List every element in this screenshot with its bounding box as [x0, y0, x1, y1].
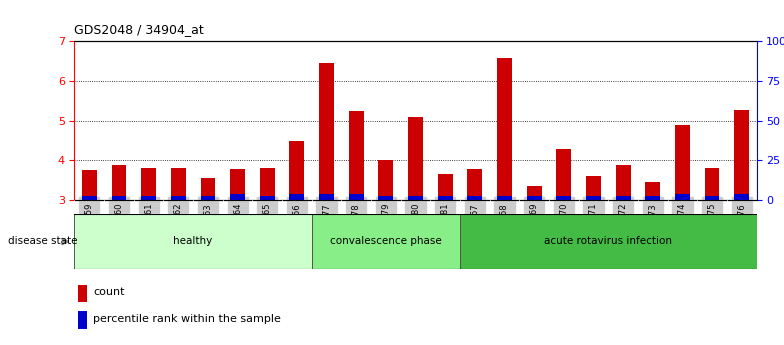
Bar	[171, 168, 186, 200]
Bar	[497, 196, 512, 200]
Bar	[171, 196, 186, 200]
Bar	[379, 196, 394, 200]
Bar	[735, 110, 750, 200]
Bar	[349, 111, 364, 200]
Bar	[289, 194, 304, 200]
Bar	[557, 196, 572, 200]
Text: convalescence phase: convalescence phase	[330, 237, 441, 246]
Bar	[260, 168, 274, 200]
Bar	[586, 196, 601, 200]
Bar	[141, 168, 156, 200]
Bar	[437, 196, 452, 200]
FancyBboxPatch shape	[312, 214, 460, 269]
Bar	[615, 196, 630, 200]
Text: GDS2048 / 34904_at: GDS2048 / 34904_at	[74, 23, 204, 36]
Bar	[82, 170, 96, 200]
Text: count: count	[93, 287, 125, 297]
Bar	[557, 148, 572, 200]
Bar	[201, 178, 216, 200]
Bar	[705, 168, 720, 200]
Bar	[408, 196, 423, 200]
Bar	[319, 63, 334, 200]
Text: healthy: healthy	[173, 237, 212, 246]
Bar	[78, 285, 87, 302]
Bar	[735, 194, 750, 200]
Bar	[645, 196, 660, 200]
Bar	[675, 125, 690, 200]
Bar	[586, 176, 601, 200]
Bar	[201, 196, 216, 200]
Bar	[497, 58, 512, 200]
FancyBboxPatch shape	[74, 214, 312, 269]
Bar	[467, 196, 482, 200]
Bar	[615, 165, 630, 200]
Bar	[78, 311, 87, 329]
Bar	[645, 182, 660, 200]
Bar	[230, 194, 245, 200]
Bar	[349, 194, 364, 200]
FancyBboxPatch shape	[460, 214, 757, 269]
Bar	[527, 186, 542, 200]
Bar	[260, 196, 274, 200]
Bar	[467, 169, 482, 200]
Bar	[111, 196, 126, 200]
Bar	[289, 141, 304, 200]
Bar	[379, 160, 394, 200]
Text: percentile rank within the sample: percentile rank within the sample	[93, 314, 281, 324]
Bar	[437, 174, 452, 200]
Bar	[675, 194, 690, 200]
Text: disease state: disease state	[8, 237, 78, 246]
Bar	[408, 117, 423, 200]
Bar	[230, 169, 245, 200]
Text: acute rotavirus infection: acute rotavirus infection	[544, 237, 673, 246]
Bar	[111, 165, 126, 200]
Bar	[319, 194, 334, 200]
Bar	[527, 196, 542, 200]
Bar	[141, 196, 156, 200]
Bar	[705, 196, 720, 200]
Bar	[82, 196, 96, 200]
